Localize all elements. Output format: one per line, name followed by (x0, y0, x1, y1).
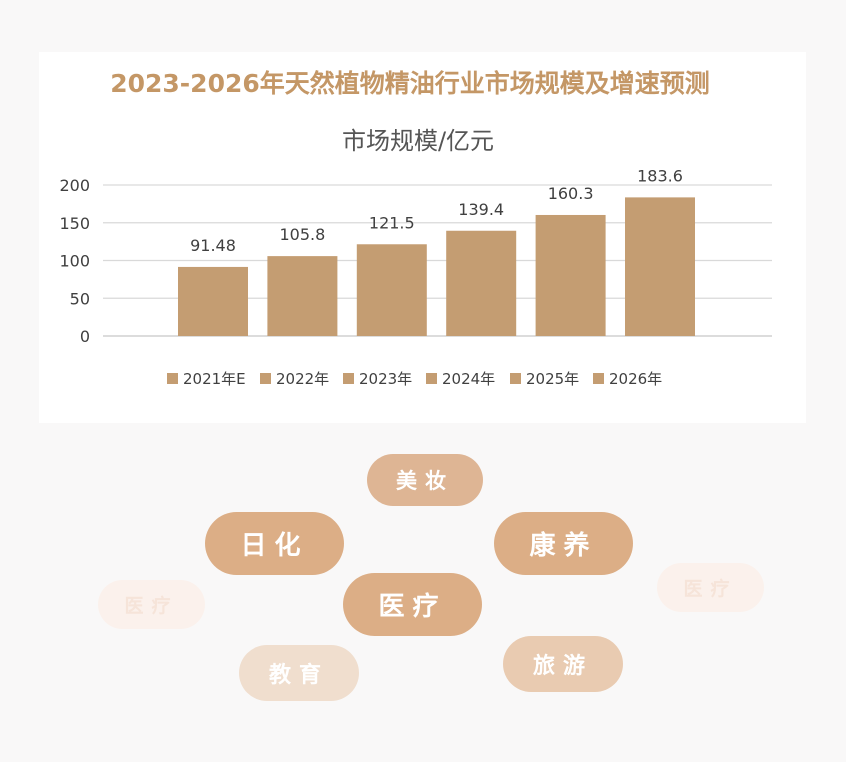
data-label: 91.48 (190, 236, 236, 255)
data-label: 160.3 (548, 184, 594, 203)
legend-label: 2024年 (442, 370, 495, 388)
y-tick-label: 200 (59, 176, 90, 195)
bar (535, 214, 606, 336)
legend-swatch (343, 373, 354, 384)
tag-wellness[interactable]: 康养 (494, 512, 633, 575)
legend-swatch (260, 373, 271, 384)
bar (178, 266, 248, 336)
legend-swatch (593, 373, 604, 384)
bar-chart: 市场规模/亿元 0 50 100 150 200 91.48 105.8 121.5 139.4 1… (59, 127, 772, 388)
bar (356, 244, 427, 336)
bar (446, 230, 517, 336)
tag-medical-faded-right: 医疗 (657, 563, 764, 612)
legend-swatch (167, 373, 178, 384)
legend-label: 2023年 (359, 370, 412, 388)
tag-education[interactable]: 教育 (239, 645, 359, 701)
legend-label: 2025年 (526, 370, 579, 388)
data-label: 139.4 (458, 200, 504, 219)
y-tick-label: 150 (59, 214, 90, 233)
page-title: 2023-2026年天然植物精油行业市场规模及增速预测 (110, 69, 710, 98)
legend-swatch (426, 373, 437, 384)
data-label: 183.6 (637, 166, 683, 185)
bar (625, 197, 695, 336)
tag-beauty[interactable]: 美妆 (367, 454, 483, 506)
tag-medical[interactable]: 医疗 (343, 573, 482, 636)
legend-label: 2026年 (609, 370, 662, 388)
y-tick-label: 0 (80, 327, 90, 346)
data-label: 105.8 (279, 225, 325, 244)
legend-label: 2021年E (183, 370, 246, 388)
legend-label: 2022年 (276, 370, 329, 388)
tag-daily-chemical[interactable]: 日化 (205, 512, 344, 575)
data-label: 121.5 (369, 213, 415, 232)
y-tick-label: 100 (59, 252, 90, 271)
y-tick-label: 50 (70, 289, 90, 308)
tag-medical-faded-left: 医疗 (98, 580, 205, 629)
bar (267, 256, 338, 336)
legend-swatch (510, 373, 521, 384)
chart-title: 市场规模/亿元 (342, 127, 494, 155)
tag-tourism[interactable]: 旅游 (503, 636, 623, 692)
